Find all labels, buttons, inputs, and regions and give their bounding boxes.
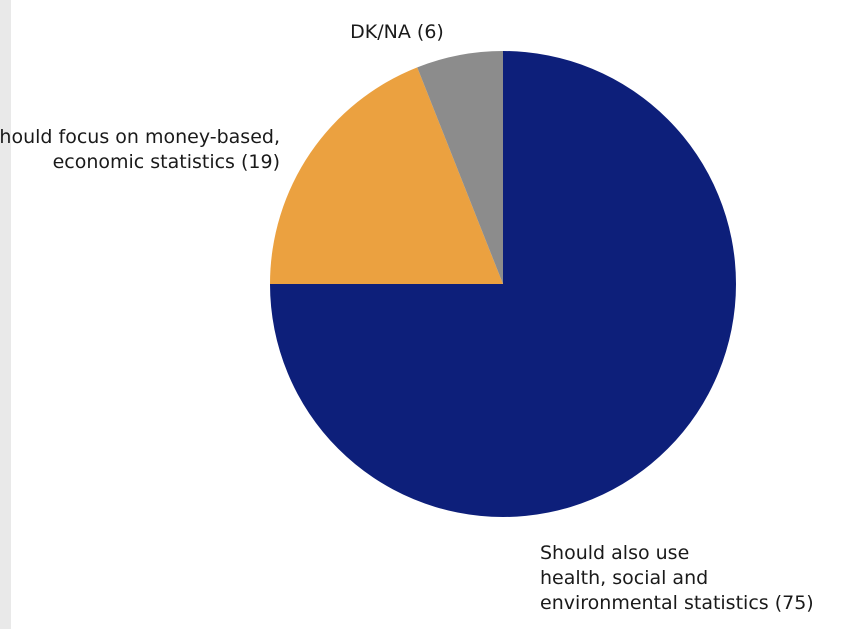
pie-labels: Should also use health, social and environ…: [0, 21, 814, 614]
slice-label-line: DK/NA (6): [350, 21, 444, 43]
slice-money-based: [270, 67, 503, 284]
slice-label-line: environmental statistics (75): [540, 592, 814, 614]
slice-label-line: Should also use: [540, 542, 689, 564]
slice-label-line: health, social and: [540, 567, 708, 589]
slice-label-line: Should focus on money-based,: [0, 126, 280, 148]
left-edge-strip: [0, 0, 11, 629]
pie-slices: [270, 51, 736, 517]
slice-label-money-based: Should focus on money-based, economic sta…: [0, 126, 280, 173]
slice-label-line: economic statistics (19): [53, 151, 280, 173]
slice-label-dk-na: DK/NA (6): [350, 21, 444, 43]
slice-dk-na: [417, 51, 503, 284]
slice-label-health-social: Should also use health, social and environ…: [540, 542, 814, 614]
